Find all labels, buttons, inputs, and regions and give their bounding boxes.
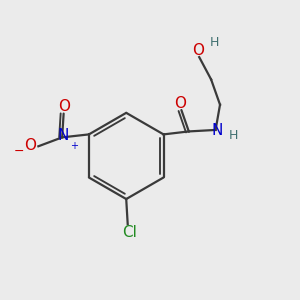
Text: N: N bbox=[58, 128, 69, 143]
Text: +: + bbox=[70, 141, 78, 151]
Text: Cl: Cl bbox=[122, 225, 136, 240]
Text: O: O bbox=[174, 96, 186, 111]
Text: O: O bbox=[58, 99, 70, 114]
Text: H: H bbox=[229, 129, 238, 142]
Text: O: O bbox=[24, 138, 36, 153]
Text: H: H bbox=[209, 36, 219, 49]
Text: −: − bbox=[14, 145, 24, 158]
Text: O: O bbox=[192, 43, 204, 58]
Text: N: N bbox=[212, 123, 223, 138]
